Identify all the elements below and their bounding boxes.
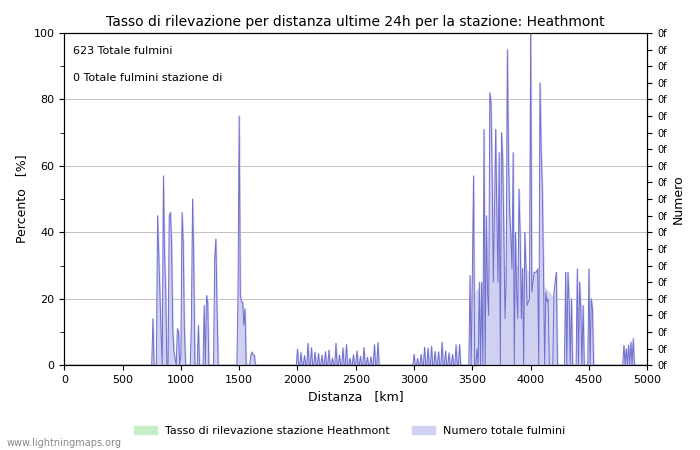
Legend: Tasso di rilevazione stazione Heathmont, Numero totale fulmini: Tasso di rilevazione stazione Heathmont,… xyxy=(130,421,570,440)
Y-axis label: Percento   [%]: Percento [%] xyxy=(15,155,28,243)
X-axis label: Distanza   [km]: Distanza [km] xyxy=(308,391,404,404)
Text: www.lightningmaps.org: www.lightningmaps.org xyxy=(7,438,122,448)
Text: 623 Totale fulmini: 623 Totale fulmini xyxy=(73,46,172,56)
Title: Tasso di rilevazione per distanza ultime 24h per la stazione: Heathmont: Tasso di rilevazione per distanza ultime… xyxy=(106,15,605,29)
Y-axis label: Numero: Numero xyxy=(672,174,685,224)
Text: 0 Totale fulmini stazione di: 0 Totale fulmini stazione di xyxy=(73,73,223,83)
